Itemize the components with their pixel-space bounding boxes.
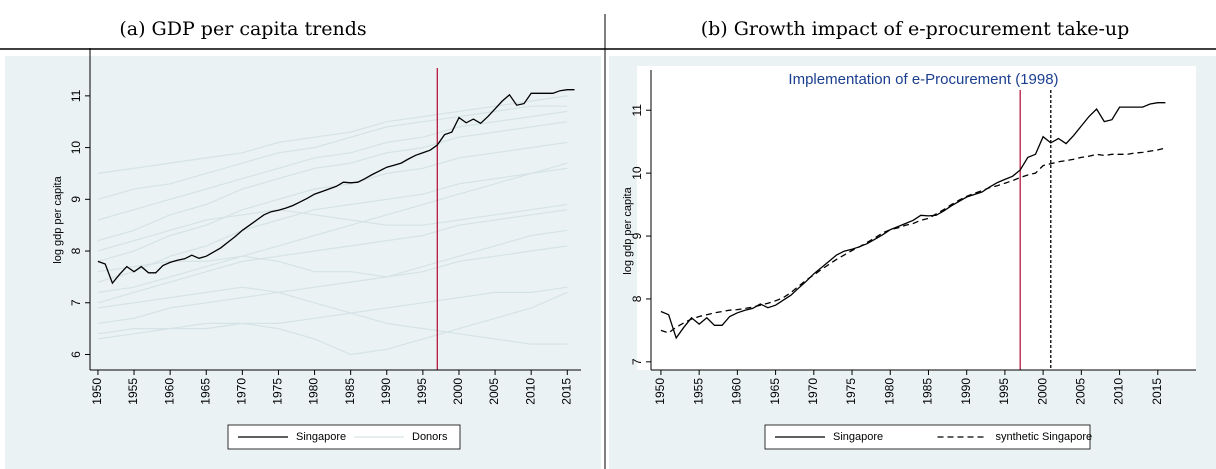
x-tick-label: 1995: [415, 378, 429, 405]
donor-line: [97, 167, 568, 283]
x-tick-label: 2005: [487, 378, 501, 405]
x-tick-label: 1955: [691, 378, 705, 405]
x-tick-label: 2005: [1074, 378, 1088, 405]
x-tick-label: 1975: [271, 378, 285, 405]
chart-subtitle: Implementation of e-Procurement (1998): [788, 71, 1058, 88]
x-tick-label: 1980: [307, 378, 321, 405]
legend-label: synthetic Singapore: [996, 431, 1093, 443]
x-tick-label: 1985: [343, 378, 357, 405]
x-tick-label: 1980: [882, 378, 896, 405]
donor-line: [97, 162, 568, 293]
x-tick-label: 1970: [235, 378, 249, 405]
x-tick-label: 1965: [198, 378, 212, 405]
x-tick-label: 2010: [523, 378, 537, 405]
x-tick-label: 1970: [806, 378, 820, 405]
x-tick-label: 1995: [997, 378, 1011, 405]
series-line: [660, 147, 1166, 334]
x-tick-label: 2000: [1035, 378, 1049, 405]
x-tick-label: 2015: [559, 378, 573, 405]
x-tick-label: 1990: [379, 378, 393, 405]
y-tick-label: 7: [630, 358, 644, 365]
x-tick-label: 1990: [959, 378, 973, 405]
x-tick-label: 1965: [768, 378, 782, 405]
donor-line: [97, 203, 568, 252]
x-tick-label: 1955: [126, 378, 140, 405]
panel-title: (a) GDP per capita trends: [119, 18, 366, 40]
y-tick-label: 9: [630, 232, 644, 239]
y-tick-label: 8: [69, 247, 83, 254]
legend-label: Donors: [412, 431, 448, 443]
donor-line: [97, 141, 568, 262]
donor-line: [97, 229, 568, 278]
donor-line: [97, 95, 568, 174]
legend-label: Singapore: [833, 431, 883, 443]
y-axis-label: log gdp per capita: [52, 175, 64, 263]
donor-line: [97, 121, 568, 242]
y-tick-label: 8: [630, 295, 644, 302]
y-tick-label: 11: [630, 104, 644, 117]
y-tick-label: 11: [69, 89, 83, 102]
legend-label: Singapore: [296, 431, 346, 443]
panel-background: [5, 56, 601, 469]
y-tick-label: 10: [69, 141, 83, 155]
panel-title: (b) Growth impact of e-procurement take-…: [701, 18, 1130, 40]
y-axis-label: log gdp per capita: [622, 186, 634, 274]
x-tick-label: 1950: [90, 378, 104, 405]
x-tick-label: 2010: [1112, 378, 1126, 405]
donor-line: [97, 245, 568, 324]
x-tick-label: 2000: [451, 378, 465, 405]
x-tick-label: 1985: [921, 378, 935, 405]
donor-line: [97, 209, 568, 304]
x-tick-label: 1960: [730, 378, 744, 405]
y-tick-label: 7: [69, 299, 83, 306]
y-tick-label: 9: [69, 196, 83, 203]
donor-line: [97, 291, 568, 356]
x-tick-label: 2015: [1150, 378, 1164, 405]
y-tick-label: 10: [630, 166, 644, 180]
donor-line: [97, 110, 568, 221]
series-line: [97, 89, 575, 285]
x-tick-label: 1975: [844, 378, 858, 405]
x-tick-label: 1960: [162, 378, 176, 405]
donor-line: [97, 105, 568, 200]
y-tick-label: 6: [69, 351, 83, 358]
donor-line: [97, 286, 568, 345]
series-line: [660, 102, 1166, 340]
x-tick-label: 1950: [653, 378, 667, 405]
donor-line: [97, 286, 568, 340]
